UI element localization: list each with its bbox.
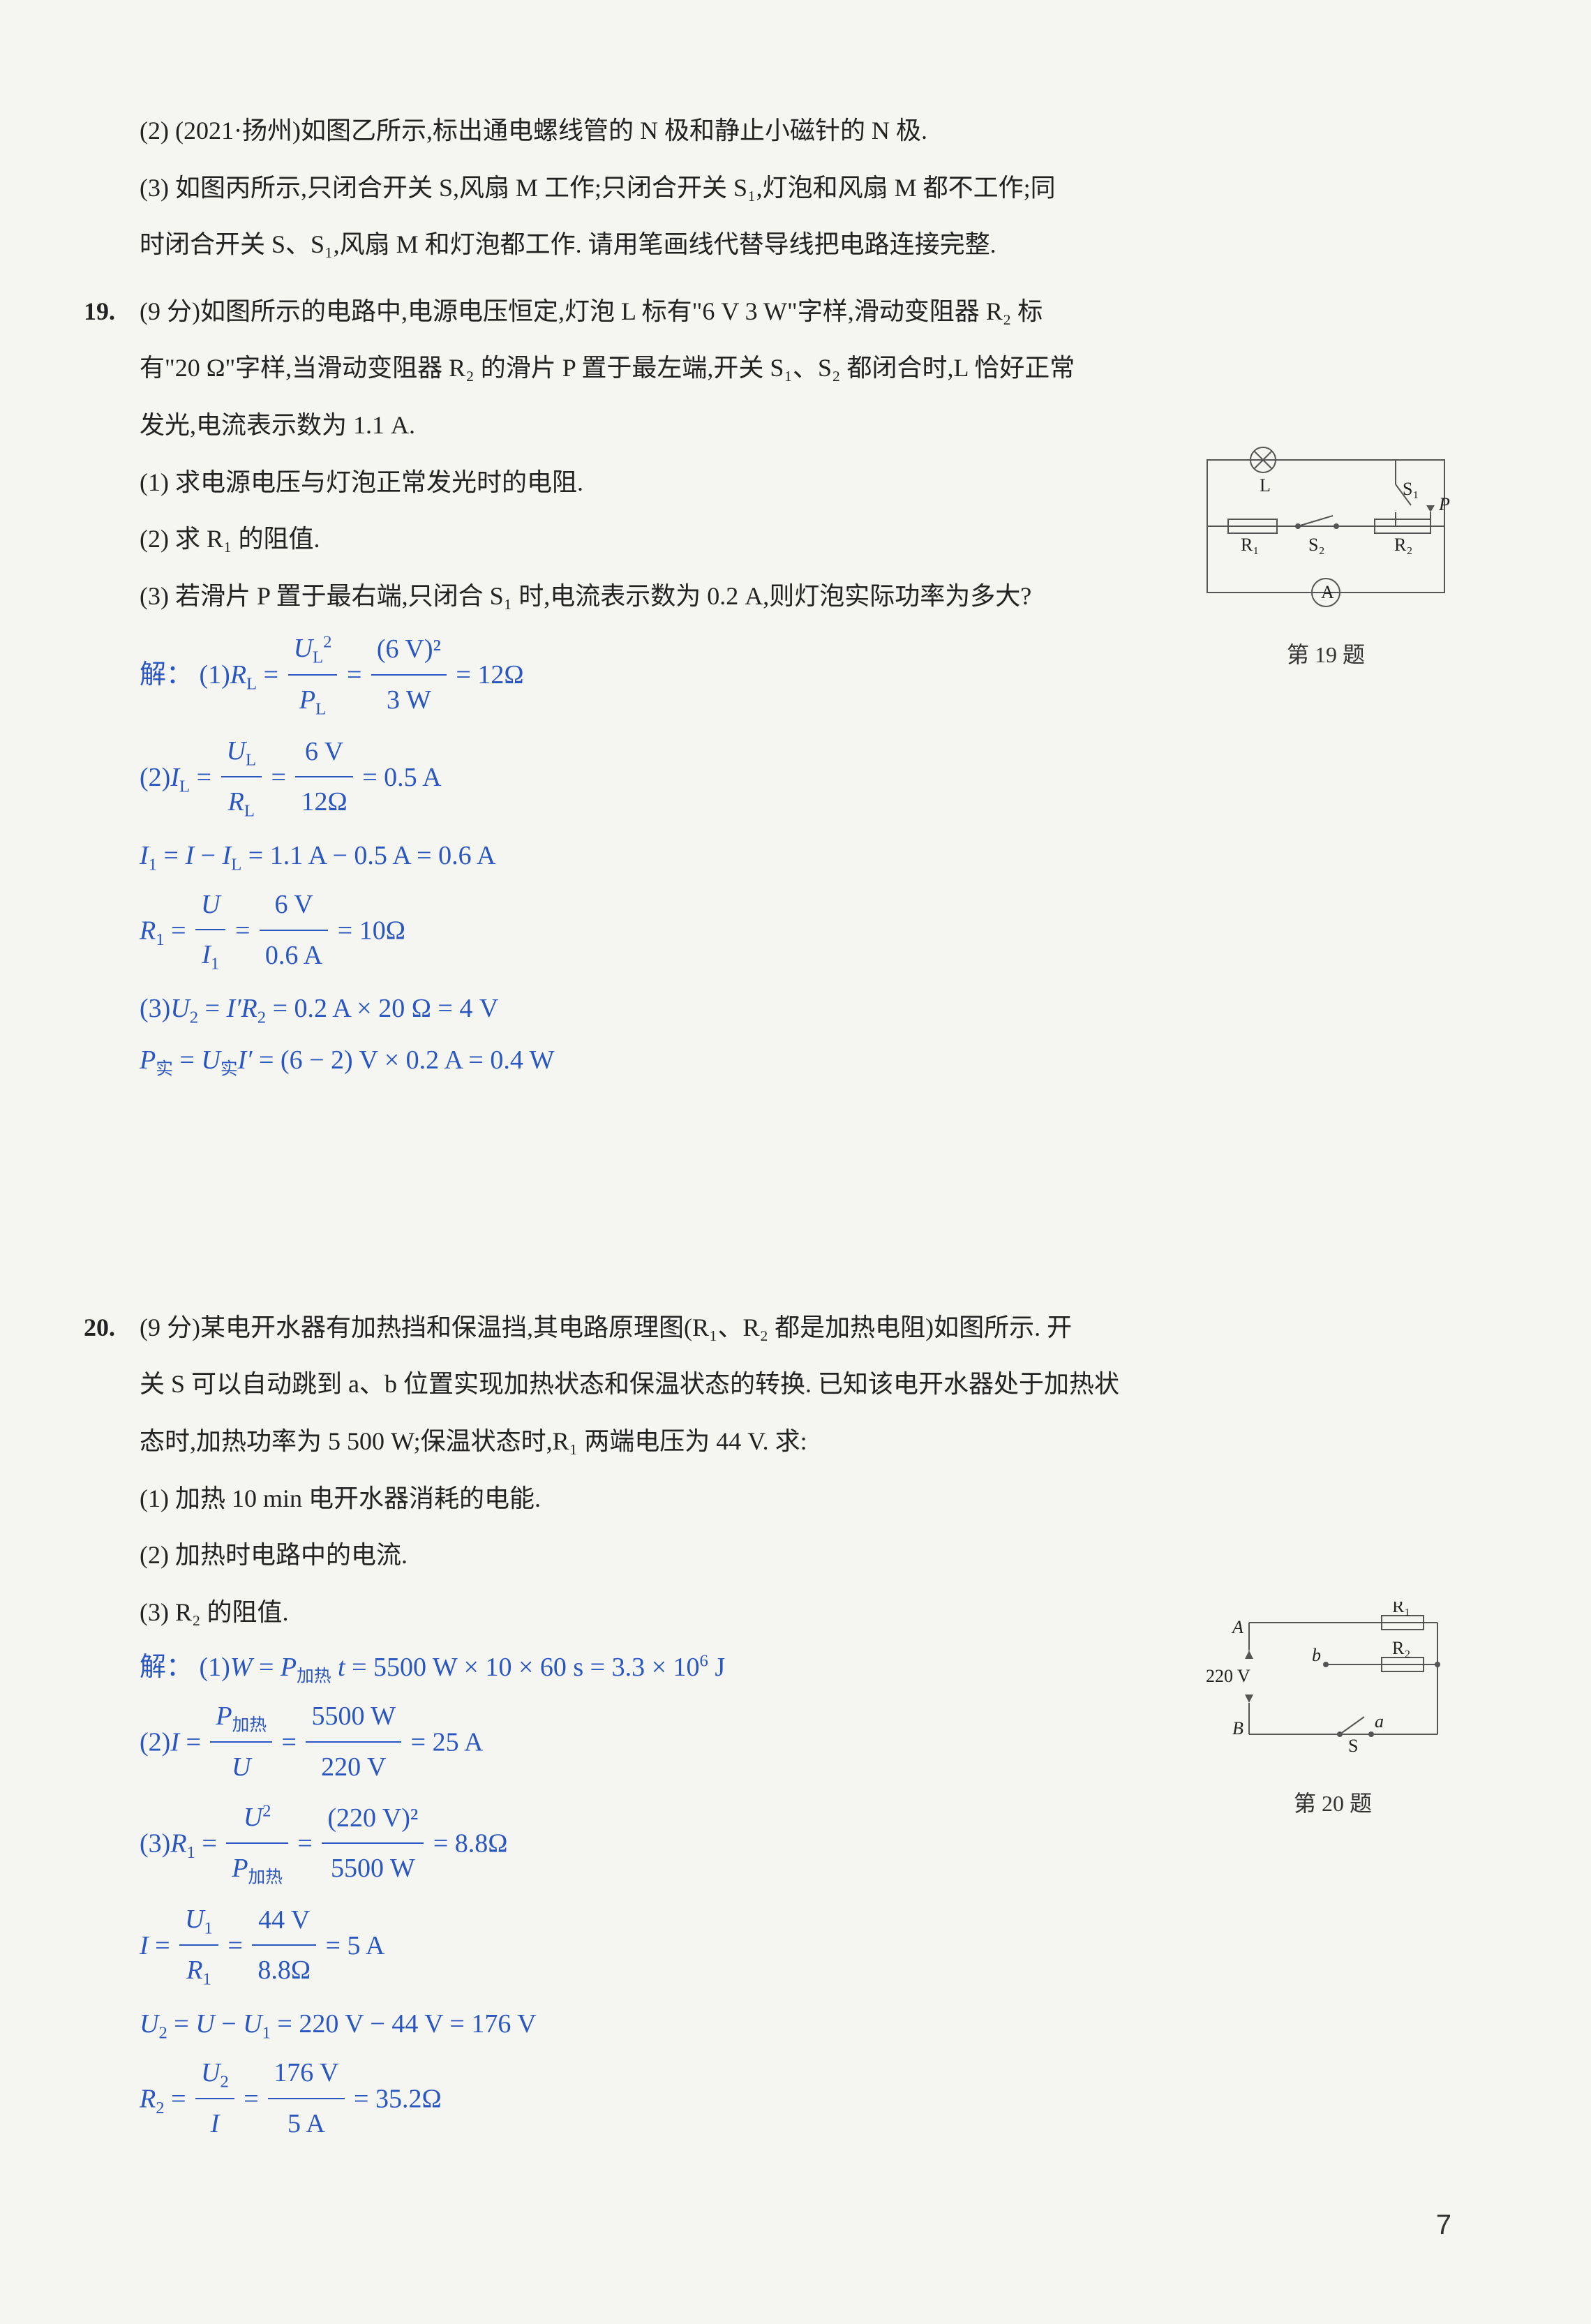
solution-label: 解： <box>140 660 193 690</box>
svg-text:A: A <box>1321 582 1334 602</box>
q19-solution: 解： (1)RL = UL2PL = (6 V)²3 W = 12Ω (2)IL… <box>140 627 1451 1085</box>
q20-fig-caption: 第 20 题 <box>1200 1780 1465 1827</box>
q20-stem-line2: 关 S 可以自动跳到 a、b 位置实现加热状态和保温状态的转换. 已知该电开水器… <box>140 1358 1451 1411</box>
q19-stem-line2: 有"20 Ω"字样,当滑动变阻器 R₂ 的滑片 P 置于最左端,开关 S₁、S₂… <box>140 342 1451 395</box>
q18-part3-line1: (3) 如图丙所示,只闭合开关 S,风扇 M 工作;只闭合开关 S₁,灯泡和风扇… <box>140 162 1451 215</box>
q19-sol-4: R1 = UI1 = 6 V0.6 A = 10Ω <box>140 883 1451 983</box>
circuit-20-icon: A B 220 V R₁ R₂ b S a <box>1200 1602 1465 1769</box>
q20-sol-4: I = U1R1 = 44 V8.8Ω = 5 A <box>140 1898 1451 1999</box>
q18-part3-line2: 时闭合开关 S、S₁,风扇 M 和灯泡都工作. 请用笔画线代替导线把电路连接完整… <box>140 218 1451 271</box>
svg-text:L: L <box>1260 475 1271 496</box>
q19: 19. (9 分)如图所示的电路中,电源电压恒定,灯泡 L 标有"6 V 3 W… <box>140 285 1451 1085</box>
page-number: 7 <box>1436 2196 1451 2254</box>
svg-text:R₁: R₁ <box>1241 535 1259 555</box>
svg-text:b: b <box>1312 1645 1321 1665</box>
svg-text:220 V: 220 V <box>1206 1666 1250 1686</box>
q20-stem-line3: 态时,加热功率为 5 500 W;保温状态时,R₁ 两端电压为 44 V. 求: <box>140 1415 1451 1468</box>
circuit-19-icon: L S₁ R₁ S₂ R₂ P A <box>1186 446 1465 620</box>
svg-text:S₂: S₂ <box>1308 535 1325 555</box>
svg-text:S₁: S₁ <box>1403 479 1419 499</box>
q19-sol-2: (2)IL = ULRL = 6 V12Ω = 0.5 A <box>140 729 1451 830</box>
q20: 20. (9 分)某电开水器有加热挡和保温挡,其电路原理图(R₁、R₂ 都是加热… <box>140 1302 1451 2151</box>
q19-sol-3: I1 = I − IL = 1.1 A − 0.5 A = 0.6 A <box>140 831 1451 881</box>
q20-figure: A B 220 V R₁ R₂ b S a 第 20 题 <box>1200 1602 1465 1827</box>
svg-text:B: B <box>1232 1718 1243 1738</box>
svg-text:R₂: R₂ <box>1392 1638 1410 1658</box>
svg-text:a: a <box>1375 1711 1384 1731</box>
q20-sol-5: U2 = U − U1 = 220 V − 44 V = 176 V <box>140 1999 1451 2049</box>
vertical-gap <box>140 1099 1451 1295</box>
q18-part2: (2) (2021·扬州)如图乙所示,标出通电螺线管的 N 极和静止小磁针的 N… <box>140 105 1451 158</box>
q19-sol-6: P实 = U实I′ = (6 − 2) V × 0.2 A = 0.4 W <box>140 1036 1451 1085</box>
q19-figure: L S₁ R₁ S₂ R₂ P A 第 19 题 <box>1186 446 1465 678</box>
q20-sub2: (2) 加热时电路中的电流. <box>140 1529 1451 1582</box>
svg-text:R₁: R₁ <box>1392 1602 1410 1616</box>
svg-text:R₂: R₂ <box>1394 535 1412 555</box>
q20-sol-6: R2 = U2I = 176 V5 A = 35.2Ω <box>140 2051 1451 2152</box>
q19-stem-line3: 发光,电流表示数为 1.1 A. <box>140 399 1451 452</box>
q20-sub1: (1) 加热 10 min 电开水器消耗的电能. <box>140 1473 1451 1526</box>
svg-text:S: S <box>1348 1736 1358 1756</box>
svg-text:P: P <box>1438 494 1450 514</box>
q20-stem-line1: (9 分)某电开水器有加热挡和保温挡,其电路原理图(R₁、R₂ 都是加热电阻)如… <box>140 1302 1451 1355</box>
q19-stem-line1: (9 分)如图所示的电路中,电源电压恒定,灯泡 L 标有"6 V 3 W"字样,… <box>140 285 1451 338</box>
svg-text:A: A <box>1231 1617 1243 1637</box>
q19-sol-5: (3)U2 = I′R2 = 0.2 A × 20 Ω = 4 V <box>140 984 1451 1034</box>
q19-number: 19. <box>84 285 115 338</box>
q18-remainder: (2) (2021·扬州)如图乙所示,标出通电螺线管的 N 极和静止小磁针的 N… <box>140 105 1451 271</box>
q19-fig-caption: 第 19 题 <box>1186 632 1465 678</box>
q20-number: 20. <box>84 1302 115 1355</box>
